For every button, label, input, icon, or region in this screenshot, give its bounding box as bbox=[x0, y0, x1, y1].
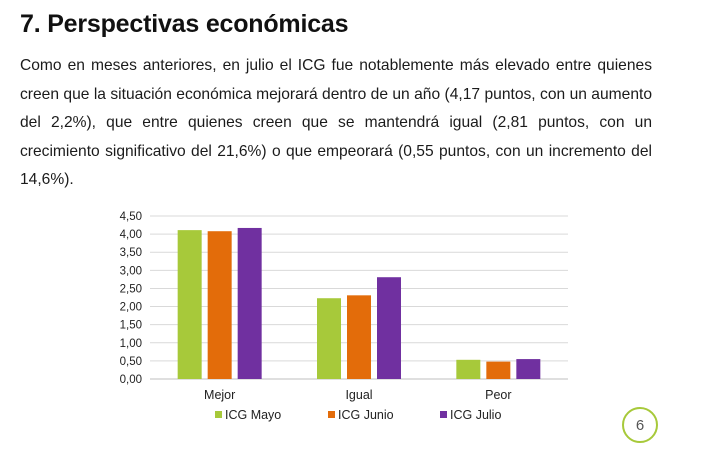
chart-legend: ICG Mayo ICG Junio ICG Julio bbox=[215, 408, 501, 422]
y-tick-label: 3,00 bbox=[120, 265, 142, 277]
chart-bars bbox=[177, 227, 541, 379]
bar-peor-3 bbox=[516, 359, 541, 379]
y-tick-label: 0,00 bbox=[120, 374, 142, 386]
legend-label: ICG Mayo bbox=[225, 408, 281, 422]
legend-swatch bbox=[215, 411, 222, 418]
y-tick-label: 1,00 bbox=[120, 338, 142, 350]
y-axis-ticks: 0,00 0,50 1,00 1,50 2,00 2,50 3,00 3,50 4,00 4,50 bbox=[120, 211, 142, 386]
y-tick-label: 3,50 bbox=[120, 247, 142, 259]
y-tick-label: 2,00 bbox=[120, 302, 142, 314]
bar-igual-2 bbox=[347, 295, 371, 379]
bar-peor-1 bbox=[456, 359, 481, 379]
y-tick-label: 0,50 bbox=[120, 356, 142, 368]
x-axis-categories: Mejor Igual Peor bbox=[204, 388, 512, 402]
legend-swatch bbox=[328, 411, 335, 418]
legend-swatch bbox=[440, 411, 447, 418]
y-tick-label: 4,50 bbox=[120, 211, 142, 223]
bar-chart: 0,00 0,50 1,00 1,50 2,00 2,50 3,00 3,50 4,00 4,50… bbox=[120, 211, 568, 422]
category-label: Peor bbox=[485, 388, 511, 402]
page-number: 6 bbox=[635, 416, 645, 434]
body-paragraph: Como en meses anteriores, en julio el IC… bbox=[20, 57, 652, 189]
category-label: Mejor bbox=[204, 388, 235, 402]
legend-label: ICG Junio bbox=[338, 408, 394, 422]
bar-mejor-3 bbox=[237, 227, 262, 379]
y-tick-label: 2,50 bbox=[120, 283, 142, 295]
bar-igual-3 bbox=[377, 277, 401, 379]
bar-mejor-1 bbox=[177, 230, 202, 379]
y-tick-label: 4,00 bbox=[120, 229, 142, 241]
page-number-badge: 6 bbox=[622, 407, 658, 443]
y-tick-label: 1,50 bbox=[120, 320, 142, 332]
bar-igual-1 bbox=[317, 298, 341, 379]
bar-peor-2 bbox=[486, 361, 511, 379]
category-label: Igual bbox=[345, 388, 372, 402]
section-title: 7. Perspectivas económicas bbox=[20, 10, 349, 38]
legend-label: ICG Julio bbox=[450, 408, 501, 422]
bar-mejor-2 bbox=[207, 231, 232, 379]
